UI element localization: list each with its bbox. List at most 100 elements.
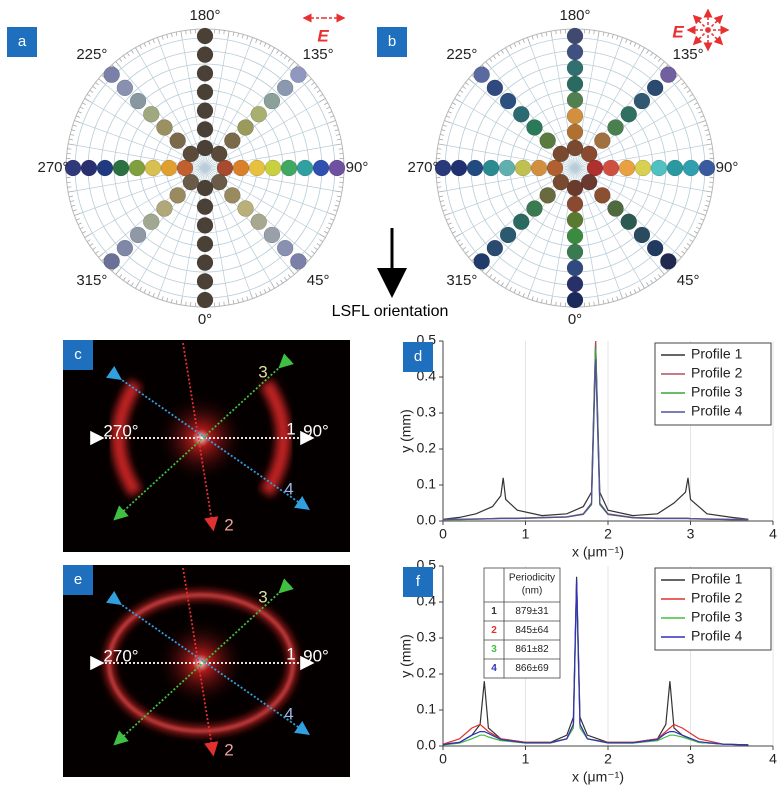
rim-tick xyxy=(638,45,640,49)
x-axis-label: x (μm⁻¹) xyxy=(572,544,624,560)
rim-tick xyxy=(443,125,447,126)
rim-tick xyxy=(501,282,503,285)
angle-label: 45° xyxy=(307,272,330,289)
color-dot xyxy=(281,160,297,176)
rim-tick xyxy=(603,32,604,36)
rim-tick xyxy=(514,289,516,293)
angle-label: 225° xyxy=(446,46,477,63)
rim-tick xyxy=(608,33,609,37)
color-dot xyxy=(277,240,293,256)
rim-tick xyxy=(186,30,187,34)
rim-tick xyxy=(493,56,495,59)
rim-tick xyxy=(140,287,142,291)
rim-tick xyxy=(93,247,96,249)
profile-number: 3 xyxy=(258,587,267,606)
rim-tick xyxy=(162,296,163,300)
y-tick-label: 0.0 xyxy=(417,512,437,528)
color-dot xyxy=(608,201,624,217)
color-dot xyxy=(567,292,583,308)
rim-tick xyxy=(339,187,343,188)
rim-tick xyxy=(684,247,687,249)
rim-tick xyxy=(95,251,98,253)
x-axis-label: x (μm⁻¹) xyxy=(572,769,624,785)
rim-tick xyxy=(608,299,609,303)
angle-label: 180° xyxy=(189,7,220,24)
color-dot xyxy=(567,76,583,92)
rim-tick xyxy=(612,298,613,302)
color-dot xyxy=(233,160,249,176)
rim-tick xyxy=(440,134,444,135)
rim-tick xyxy=(689,94,692,96)
rim-tick xyxy=(617,296,618,300)
rim-tick xyxy=(69,139,73,140)
x-tick-label: 1 xyxy=(522,526,530,542)
rim-tick xyxy=(131,50,133,53)
legend-label: Profile 2 xyxy=(691,590,743,606)
rim-tick xyxy=(144,43,146,47)
rim-tick xyxy=(311,82,314,84)
rim-tick xyxy=(681,251,684,253)
arrow-label: LSFL orientation xyxy=(332,303,449,320)
rim-tick xyxy=(131,282,133,285)
rim-tick xyxy=(501,50,503,53)
color-dot xyxy=(594,187,610,203)
profile-number: 2 xyxy=(224,515,233,534)
rim-tick xyxy=(700,116,704,117)
rim-tick xyxy=(127,53,129,56)
rim-tick xyxy=(647,50,649,53)
x-tick-label: 4 xyxy=(769,751,777,767)
rim-tick xyxy=(694,103,698,105)
rim-tick xyxy=(448,223,452,225)
table-header: (nm) xyxy=(522,586,543,597)
rim-tick xyxy=(450,227,454,229)
rim-tick xyxy=(546,32,547,36)
color-dot xyxy=(567,196,583,212)
color-dot xyxy=(608,119,624,135)
color-dot xyxy=(567,180,583,196)
rim-tick xyxy=(450,107,454,109)
rim-tick xyxy=(630,41,632,45)
profile-number: 4 xyxy=(284,704,293,723)
color-dot xyxy=(699,160,715,176)
rim-tick xyxy=(333,125,337,126)
rim-tick xyxy=(497,280,499,283)
rim-tick xyxy=(634,289,636,293)
e-arrow xyxy=(708,30,722,44)
rim-tick xyxy=(705,205,709,206)
rim-tick xyxy=(707,196,711,197)
rim-tick xyxy=(319,240,322,242)
rim-tick xyxy=(457,240,460,242)
color-dot xyxy=(540,187,556,203)
rim-tick xyxy=(280,53,282,56)
color-dot xyxy=(238,119,254,135)
rim-tick xyxy=(594,30,595,34)
rim-tick xyxy=(319,94,322,96)
rim-tick xyxy=(532,296,533,300)
color-dot xyxy=(500,93,516,109)
rim-tick xyxy=(82,231,86,233)
y-axis-label: y (mm) xyxy=(398,634,414,678)
color-dot xyxy=(500,227,516,243)
color-dot xyxy=(621,106,637,122)
rim-tick xyxy=(119,58,121,61)
color-dot xyxy=(290,67,306,83)
color-dot xyxy=(264,93,280,109)
color-dot xyxy=(117,80,133,96)
rim-tick xyxy=(119,274,121,277)
rim-tick xyxy=(654,56,656,59)
color-dot xyxy=(130,93,146,109)
rim-tick xyxy=(684,86,687,88)
color-dot xyxy=(117,240,133,256)
y-tick-label: 0.2 xyxy=(417,665,437,681)
rim-tick xyxy=(73,210,77,211)
rim-tick xyxy=(489,58,491,61)
rim-tick xyxy=(537,34,538,38)
rim-tick xyxy=(284,56,286,59)
rim-tick xyxy=(336,201,340,202)
rim-tick xyxy=(67,187,71,188)
x-tick-label: 3 xyxy=(687,526,695,542)
angle-label: 270° xyxy=(103,646,138,665)
rim-tick xyxy=(594,302,595,306)
angle-label: 0° xyxy=(198,311,212,328)
rim-tick xyxy=(153,39,154,43)
